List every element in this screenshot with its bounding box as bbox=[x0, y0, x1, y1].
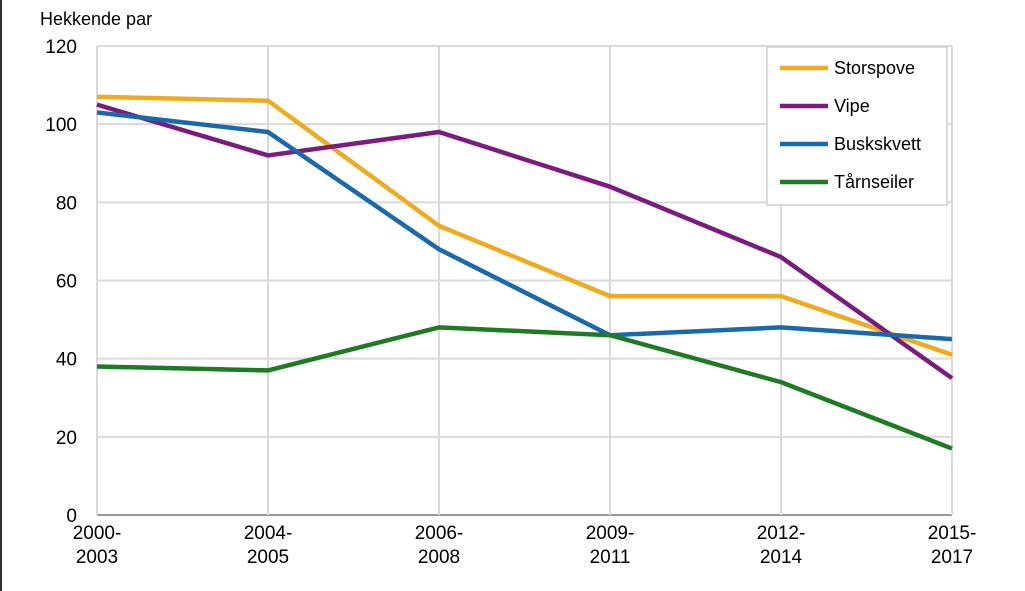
y-axis-label: Hekkende par bbox=[40, 9, 152, 29]
series-line-storspove bbox=[96, 94, 953, 357]
x-tick-label: 2006-2008 bbox=[415, 523, 464, 568]
x-tick-label: 2012-2014 bbox=[757, 523, 806, 568]
series-lines bbox=[96, 94, 954, 451]
y-tick-label: 100 bbox=[45, 115, 77, 136]
legend-entry: Buskskvett bbox=[834, 134, 921, 154]
y-tick-label: 60 bbox=[56, 272, 77, 293]
series-line-vipe bbox=[96, 102, 954, 381]
y-tick-label: 80 bbox=[56, 193, 77, 214]
series-line-tårnseiler bbox=[96, 325, 953, 451]
legend-entry: Vipe bbox=[834, 96, 870, 116]
legend-entry: Storspove bbox=[834, 58, 915, 78]
y-tick-label: 0 bbox=[66, 506, 77, 527]
y-axis-ticks: 0 20 40 60 80 100 120 bbox=[45, 37, 77, 527]
legend-box bbox=[766, 46, 948, 206]
x-tick-label: 2015-2017 bbox=[928, 523, 977, 568]
x-tick-label: 2009-2011 bbox=[586, 523, 635, 568]
series-line-buskskvett bbox=[96, 110, 953, 342]
y-tick-label: 40 bbox=[56, 350, 77, 371]
x-axis-ticks: 2000-2003 2004-2005 2006-2008 2009-2011 2012… bbox=[73, 523, 977, 568]
y-tick-label: 20 bbox=[56, 428, 77, 449]
legend-entry: Tårnseiler bbox=[834, 172, 914, 192]
x-tick-label: 2000-2003 bbox=[73, 523, 122, 568]
legend: Storspove Vipe Buskskvett Tårnseiler bbox=[766, 46, 948, 206]
x-tick-label: 2004-2005 bbox=[244, 523, 293, 568]
y-tick-label: 120 bbox=[45, 37, 77, 58]
